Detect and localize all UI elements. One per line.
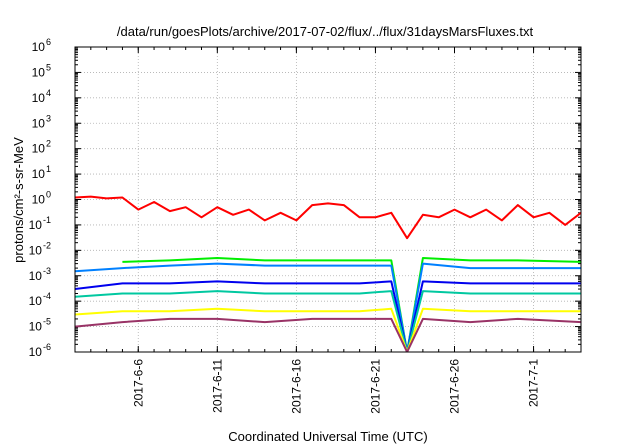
axis-ticks: 10-610-510-410-310-210-11001011021031041… xyxy=(29,37,582,414)
y-tick-label: 10-2 xyxy=(29,240,51,257)
series-line-1 xyxy=(75,195,581,240)
series-line-7 xyxy=(75,317,581,352)
x-axis-label: Coordinated Universal Time (UTC) xyxy=(228,429,427,444)
grid-lines xyxy=(75,47,581,352)
x-tick-label: 2017-6-21 xyxy=(368,359,382,414)
series-line-3 xyxy=(75,262,581,352)
series-line-4 xyxy=(75,280,581,352)
y-tick-exponent: 6 xyxy=(46,37,51,47)
y-tick-label: 101 xyxy=(32,164,51,181)
plot-frame xyxy=(74,46,582,353)
y-tick-exponent: -6 xyxy=(43,342,51,352)
y-tick-label: 10-4 xyxy=(29,291,51,308)
y-tick-exponent: -4 xyxy=(43,291,51,301)
y-tick-exponent: 2 xyxy=(46,139,51,149)
y-tick-label: 104 xyxy=(32,88,51,105)
x-tick-label: 2017-6-16 xyxy=(289,359,303,414)
y-tick-label: 10-1 xyxy=(29,215,51,232)
series-line-2 xyxy=(122,257,581,352)
y-tick-label: 105 xyxy=(32,62,51,79)
y-tick-label: 10-5 xyxy=(29,317,51,334)
y-tick-exponent: 4 xyxy=(46,88,51,98)
y-axis-label: protons/cm²-s-sr-MeV xyxy=(11,137,26,263)
y-tick-exponent: 3 xyxy=(46,113,51,123)
y-tick-label: 10-3 xyxy=(29,266,51,283)
series-line-6 xyxy=(75,307,581,352)
y-tick-label: 102 xyxy=(32,139,51,156)
y-tick-exponent: -1 xyxy=(43,215,51,225)
y-tick-exponent: 5 xyxy=(46,62,51,72)
y-tick-label: 100 xyxy=(32,190,51,207)
y-tick-label: 103 xyxy=(32,113,51,130)
y-tick-exponent: -5 xyxy=(43,317,51,327)
x-tick-label: 2017-6-6 xyxy=(131,359,145,407)
series-lines xyxy=(75,195,581,352)
chart-title: /data/run/goesPlots/archive/2017-07-02/f… xyxy=(117,24,534,39)
y-tick-label: 10-6 xyxy=(29,342,51,359)
x-tick-label: 2017-7-1 xyxy=(527,359,541,407)
series-line-5 xyxy=(75,290,581,352)
y-tick-label: 106 xyxy=(32,37,51,54)
x-tick-label: 2017-6-26 xyxy=(448,359,462,414)
y-tick-exponent: -3 xyxy=(43,266,51,276)
y-tick-exponent: 0 xyxy=(46,190,51,200)
x-tick-label: 2017-6-11 xyxy=(210,359,224,413)
y-tick-exponent: 1 xyxy=(46,164,51,174)
y-tick-exponent: -2 xyxy=(43,240,51,250)
